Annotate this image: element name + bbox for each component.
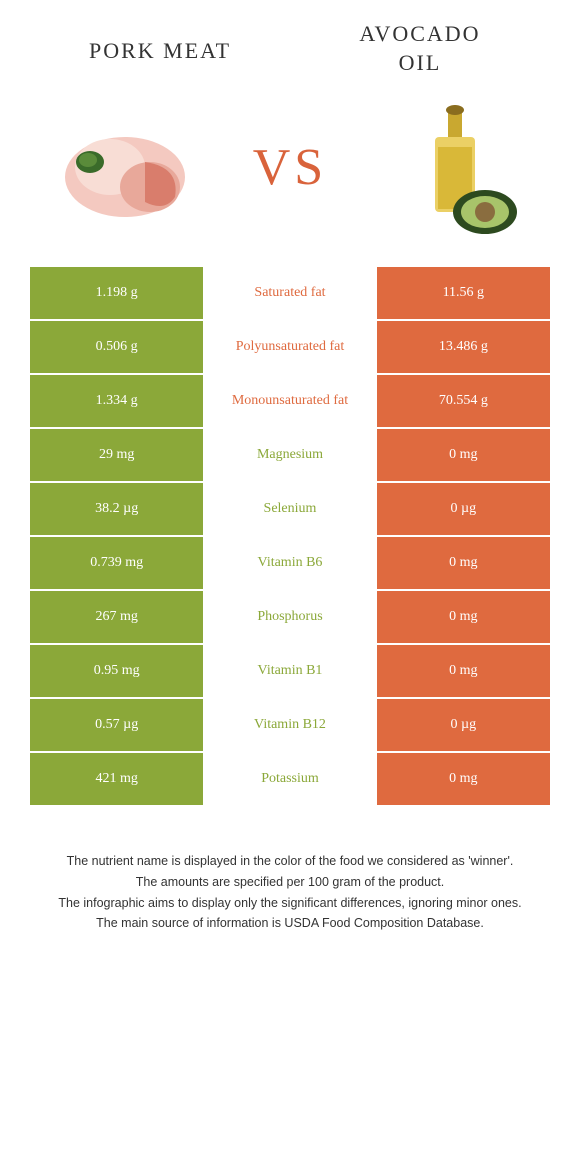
left-food-title: PORK MEAT (30, 20, 290, 64)
right-value: 70.554 g (377, 375, 550, 429)
table-row: 0.739 mgVitamin B60 mg (30, 537, 550, 591)
table-row: 1.334 gMonounsaturated fat70.554 g (30, 375, 550, 429)
left-value: 0.739 mg (30, 537, 203, 591)
right-value: 0 µg (377, 483, 550, 537)
pork-meat-image (50, 92, 200, 242)
table-row: 1.198 gSaturated fat11.56 g (30, 267, 550, 321)
nutrient-name: Saturated fat (203, 267, 376, 321)
infographic-container: PORK MEAT AVOCADO OIL VS (0, 0, 580, 955)
avocado-oil-image (380, 92, 530, 242)
right-value: 0 µg (377, 699, 550, 753)
left-value: 29 mg (30, 429, 203, 483)
nutrient-name: Selenium (203, 483, 376, 537)
left-value: 267 mg (30, 591, 203, 645)
right-title-line1: AVOCADO (359, 21, 480, 46)
left-value: 38.2 µg (30, 483, 203, 537)
nutrient-table: 1.198 gSaturated fat11.56 g0.506 gPolyun… (30, 267, 550, 807)
table-row: 0.506 gPolyunsaturated fat13.486 g (30, 321, 550, 375)
left-value: 0.95 mg (30, 645, 203, 699)
table-row: 0.57 µgVitamin B120 µg (30, 699, 550, 753)
right-value: 0 mg (377, 537, 550, 591)
nutrient-name: Magnesium (203, 429, 376, 483)
header-row: PORK MEAT AVOCADO OIL (30, 20, 550, 77)
table-row: 0.95 mgVitamin B10 mg (30, 645, 550, 699)
table-row: 29 mgMagnesium0 mg (30, 429, 550, 483)
right-value: 0 mg (377, 429, 550, 483)
right-value: 11.56 g (377, 267, 550, 321)
nutrient-name: Vitamin B6 (203, 537, 376, 591)
right-value: 0 mg (377, 753, 550, 807)
footnote-4: The main source of information is USDA F… (40, 914, 540, 933)
table-row: 38.2 µgSelenium0 µg (30, 483, 550, 537)
nutrient-name: Vitamin B1 (203, 645, 376, 699)
vs-label: VS (253, 138, 327, 197)
table-row: 267 mgPhosphorus0 mg (30, 591, 550, 645)
right-value: 0 mg (377, 591, 550, 645)
left-value: 1.334 g (30, 375, 203, 429)
footnotes: The nutrient name is displayed in the co… (30, 852, 550, 933)
right-title-line2: OIL (399, 50, 442, 75)
table-row: 421 mgPotassium0 mg (30, 753, 550, 807)
footnote-3: The infographic aims to display only the… (40, 894, 540, 913)
left-value: 0.506 g (30, 321, 203, 375)
footnote-1: The nutrient name is displayed in the co… (40, 852, 540, 871)
left-value: 0.57 µg (30, 699, 203, 753)
right-food-title: AVOCADO OIL (290, 20, 550, 77)
nutrient-name: Phosphorus (203, 591, 376, 645)
left-value: 421 mg (30, 753, 203, 807)
nutrient-name: Potassium (203, 753, 376, 807)
images-row: VS (30, 92, 550, 242)
nutrient-name: Vitamin B12 (203, 699, 376, 753)
right-value: 0 mg (377, 645, 550, 699)
nutrient-name: Polyunsaturated fat (203, 321, 376, 375)
nutrient-name: Monounsaturated fat (203, 375, 376, 429)
right-value: 13.486 g (377, 321, 550, 375)
left-value: 1.198 g (30, 267, 203, 321)
footnote-2: The amounts are specified per 100 gram o… (40, 873, 540, 892)
